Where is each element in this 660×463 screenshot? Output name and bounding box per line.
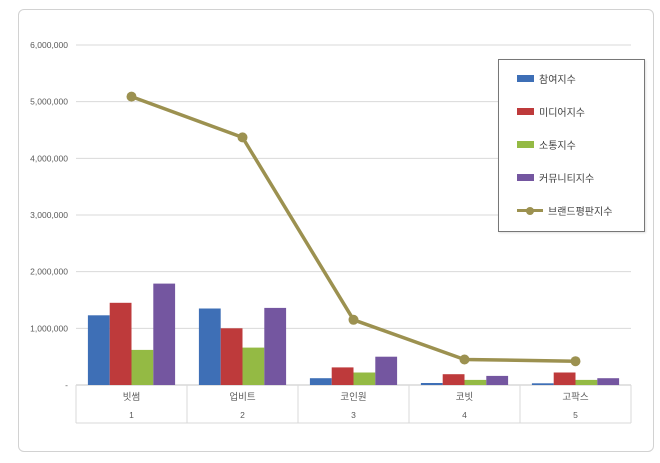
line-marker-c2 [237, 132, 248, 143]
bar-s4-c5 [597, 378, 620, 385]
bar-s3-c2 [242, 347, 265, 385]
legend-line-marker-swatch-icon [517, 206, 543, 215]
category-number-1: 1 [129, 410, 134, 420]
category-number-4: 4 [462, 410, 467, 420]
bar-s2-c3 [331, 367, 354, 385]
legend-item-5: 브랜드평판지수 [517, 203, 638, 218]
legend-marker-dot-icon [526, 206, 534, 215]
bar-s1-c5 [531, 383, 554, 385]
legend-label: 커뮤니티지수 [539, 174, 595, 185]
bar-s3-c3 [353, 372, 376, 385]
y-axis-tick-label: 4,000,000 [30, 153, 68, 163]
bar-s1-c4 [420, 383, 443, 385]
legend-item-3: 소통지수 [517, 137, 638, 152]
legend-label: 소통지수 [539, 141, 576, 152]
line-marker-c3 [348, 314, 359, 325]
bar-s1-c3 [309, 378, 332, 385]
legend-item-1: 참여지수 [517, 71, 638, 86]
line-marker-c4 [459, 354, 470, 365]
bar-s2-c4 [442, 374, 465, 385]
category-label-4: 코빗 [456, 392, 473, 403]
legend-label: 브랜드평판지수 [548, 207, 613, 218]
category-label-2: 업비트 [229, 391, 255, 403]
bar-s4-c2 [264, 307, 287, 385]
line-marker-c1 [126, 91, 137, 102]
bar-s1-c1 [87, 315, 110, 385]
legend-bar-swatch-icon [517, 174, 534, 181]
line-marker-c5 [570, 356, 581, 367]
y-axis-tick-label: 2,000,000 [30, 267, 68, 277]
bar-s4-c4 [486, 375, 509, 385]
legend-label: 참여지수 [539, 75, 576, 86]
legend-item-4: 커뮤니티지수 [517, 170, 638, 185]
bar-s2-c1 [109, 302, 132, 385]
category-number-5: 5 [573, 410, 578, 420]
y-axis-tick-label: 5,000,000 [30, 97, 68, 107]
category-label-1: 빗썸 [123, 392, 140, 403]
legend-item-2: 미디어지수 [517, 104, 638, 119]
legend-label: 미디어지수 [539, 108, 585, 119]
y-axis-tick-label: - [65, 380, 68, 390]
bar-s4-c1 [153, 283, 176, 385]
y-axis-tick-label: 3,000,000 [30, 210, 68, 220]
legend-bar-swatch-icon [517, 141, 534, 148]
legend-bar-swatch-icon [517, 108, 534, 115]
bar-s2-c5 [553, 372, 576, 385]
category-number-3: 3 [351, 410, 356, 420]
bar-s3-c4 [464, 379, 487, 385]
category-number-2: 2 [240, 410, 245, 420]
bar-s3-c1 [131, 349, 154, 385]
bar-s1-c2 [198, 308, 221, 385]
category-label-3: 코인원 [340, 392, 366, 403]
bar-s2-c2 [220, 328, 243, 385]
legend-bar-swatch-icon [517, 75, 534, 82]
bar-s4-c3 [375, 356, 398, 385]
bar-s3-c5 [575, 379, 598, 385]
y-axis-tick-label: 6,000,000 [30, 40, 68, 50]
y-axis-tick-label: 1,000,000 [30, 323, 68, 333]
category-label-5: 고팍스 [562, 392, 588, 403]
